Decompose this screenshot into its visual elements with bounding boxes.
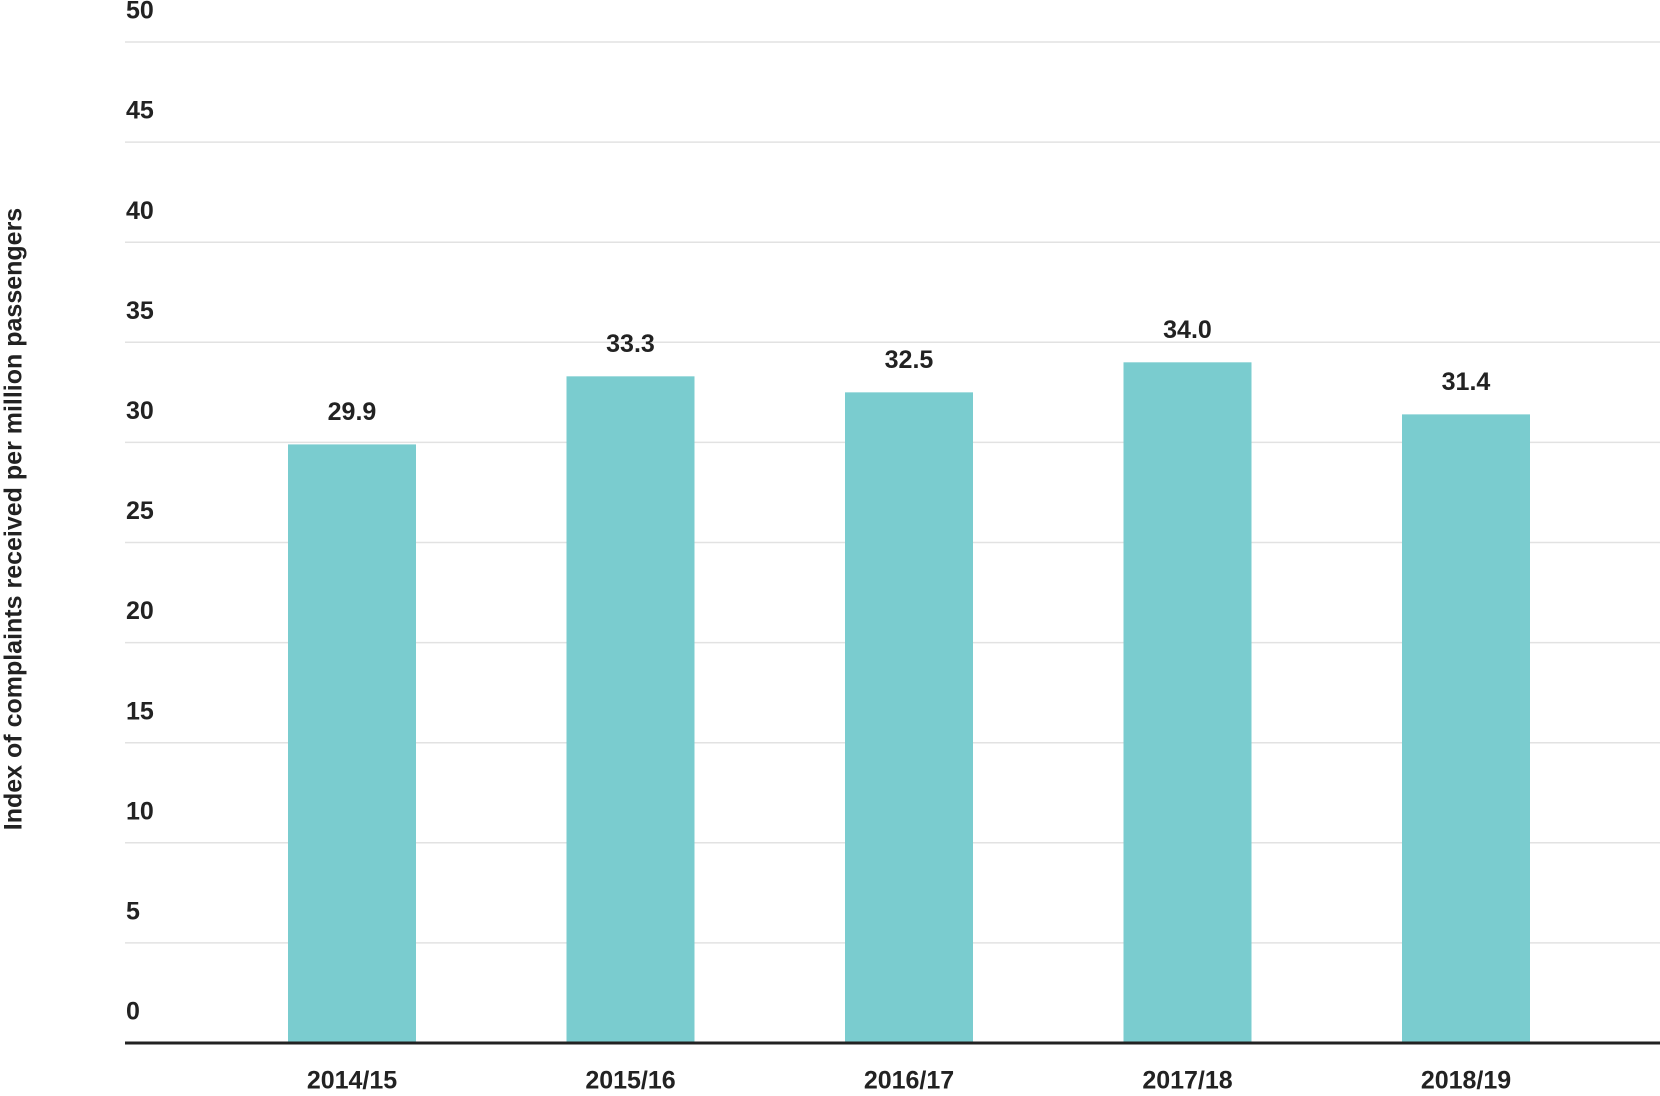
x-tick-label: 2015/16	[585, 1067, 675, 1095]
y-tick-label: 45	[126, 97, 154, 125]
y-tick-label: 20	[126, 597, 154, 625]
value-label: 34.0	[1163, 316, 1212, 344]
y-tick-label: 5	[126, 898, 140, 926]
y-tick-label: 40	[126, 197, 154, 225]
y-tick-label: 35	[126, 297, 154, 325]
value-label: 31.4	[1442, 368, 1491, 396]
y-tick-label: 15	[126, 697, 154, 725]
value-label: 29.9	[328, 398, 377, 426]
bar	[1123, 362, 1252, 1043]
value-label: 32.5	[885, 346, 934, 374]
y-tick-label: 30	[126, 397, 154, 425]
y-tick-label: 50	[126, 0, 154, 25]
x-tick-label: 2018/19	[1421, 1067, 1511, 1095]
x-tick-label: 2017/18	[1142, 1067, 1232, 1095]
bar	[288, 444, 416, 1044]
value-label: 33.3	[606, 330, 655, 358]
bar	[845, 392, 973, 1044]
bar	[566, 376, 695, 1044]
bar	[1402, 414, 1530, 1043]
y-tick-label: 25	[126, 497, 154, 525]
y-tick-label: 0	[126, 998, 140, 1026]
x-tick-label: 2014/15	[307, 1067, 397, 1095]
y-tick-label: 10	[126, 797, 154, 825]
x-tick-label: 2016/17	[864, 1067, 954, 1095]
y-axis-title: Index of complaints received per million…	[0, 208, 28, 830]
